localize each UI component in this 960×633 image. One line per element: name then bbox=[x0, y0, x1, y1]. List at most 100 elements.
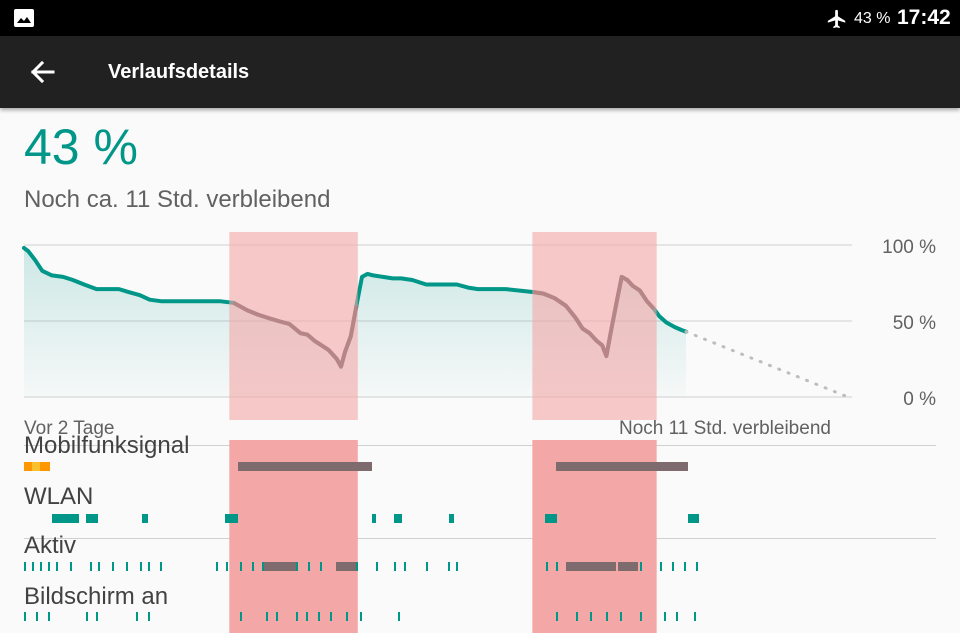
arrow-back-icon[interactable] bbox=[26, 56, 58, 88]
active-bar bbox=[226, 562, 228, 571]
signal-bar bbox=[32, 462, 40, 471]
wlan-bar bbox=[545, 514, 557, 523]
y-tick-label: 0 % bbox=[903, 389, 936, 410]
active-bar bbox=[566, 562, 616, 571]
screen-on-bar bbox=[398, 612, 400, 621]
clock: 17:42 bbox=[897, 6, 951, 29]
x-start-label: Vor 2 Tage bbox=[24, 418, 115, 439]
active-bar bbox=[160, 562, 162, 571]
row-label-screen-on: Bildschirm an bbox=[24, 583, 169, 610]
highlight-band bbox=[532, 232, 657, 420]
signal-bar bbox=[556, 462, 688, 471]
screen-on-bar bbox=[676, 612, 678, 621]
active-bar bbox=[320, 562, 322, 571]
active-bar bbox=[112, 562, 114, 571]
active-bar bbox=[296, 562, 298, 571]
screen-on-bar bbox=[664, 612, 666, 621]
active-bar bbox=[48, 562, 50, 571]
wlan-bar bbox=[225, 514, 238, 523]
screen-on-bar bbox=[266, 612, 268, 621]
active-bar bbox=[546, 562, 548, 571]
screen-on-bar bbox=[240, 612, 242, 621]
screen-on-bar bbox=[96, 612, 98, 621]
active-bar bbox=[90, 562, 92, 571]
active-bar bbox=[356, 562, 358, 571]
active-bar bbox=[456, 562, 458, 571]
row-label-mobile-signal: Mobilfunksignal bbox=[24, 432, 190, 459]
row-label-wlan: WLAN bbox=[24, 483, 94, 510]
y-tick-label: 50 % bbox=[893, 313, 936, 334]
active-bar bbox=[448, 562, 450, 571]
screen-on-bar bbox=[306, 612, 308, 621]
wlan-bar bbox=[688, 514, 699, 523]
active-bar bbox=[264, 562, 296, 571]
active-bar bbox=[40, 562, 42, 571]
active-bar bbox=[140, 562, 142, 571]
active-bar bbox=[696, 562, 698, 571]
screen-on-bar bbox=[330, 612, 332, 621]
active-bar bbox=[126, 562, 128, 571]
usage-timeline bbox=[24, 440, 699, 633]
active-bar bbox=[32, 562, 34, 571]
screen-on-bar bbox=[318, 612, 320, 621]
active-bar bbox=[56, 562, 58, 571]
active-bar bbox=[148, 562, 150, 571]
prediction-line bbox=[684, 330, 850, 399]
active-bar bbox=[216, 562, 218, 571]
screen-on-bar bbox=[576, 612, 578, 621]
screen-on-bar bbox=[136, 612, 138, 621]
wlan-bar bbox=[52, 514, 79, 523]
page-title: Verlaufsdetails bbox=[108, 61, 250, 83]
active-bar bbox=[252, 562, 254, 571]
wlan-bar bbox=[372, 514, 376, 523]
screen-on-bar bbox=[48, 612, 50, 621]
active-bar bbox=[684, 562, 686, 571]
battery-percent-label: 43 % bbox=[854, 10, 891, 27]
highlight-band bbox=[229, 440, 358, 633]
app-bar: Verlaufsdetails bbox=[0, 36, 960, 108]
highlight-band bbox=[229, 232, 358, 420]
active-bar bbox=[376, 562, 378, 571]
active-bar bbox=[98, 562, 100, 571]
time-remaining: Noch ca. 11 Std. verbleibend bbox=[24, 186, 331, 213]
screen-on-bar bbox=[640, 612, 642, 621]
wlan-bar bbox=[394, 514, 402, 523]
screen-on-bar bbox=[606, 612, 608, 621]
image-icon bbox=[14, 9, 34, 27]
active-bar bbox=[556, 562, 558, 571]
signal-bar bbox=[238, 462, 372, 471]
active-bar bbox=[70, 562, 72, 571]
screen-on-bar bbox=[148, 612, 150, 621]
screen-on-bar bbox=[86, 612, 88, 621]
screen-on-bar bbox=[590, 612, 592, 621]
highlight-band bbox=[532, 440, 657, 633]
x-end-label: Noch 11 Std. verbleibend bbox=[619, 418, 831, 439]
active-bar bbox=[308, 562, 310, 571]
wlan-bar bbox=[86, 514, 98, 523]
row-label-active: Aktiv bbox=[24, 532, 77, 559]
active-bar bbox=[672, 562, 674, 571]
battery-history-chart: 100 % 50 % 0 % bbox=[22, 232, 936, 420]
active-bar bbox=[404, 562, 406, 571]
signal-bar bbox=[24, 462, 32, 471]
wlan-bar bbox=[449, 514, 454, 523]
screen-on-bar bbox=[24, 612, 26, 621]
status-bar: 43 % 17:42 bbox=[0, 0, 960, 36]
active-bar bbox=[262, 562, 264, 571]
active-bar bbox=[336, 562, 356, 571]
active-bar bbox=[660, 562, 662, 571]
screen-on-bar bbox=[694, 612, 696, 621]
active-bar bbox=[618, 562, 638, 571]
divider bbox=[24, 445, 936, 446]
active-bar bbox=[394, 562, 396, 571]
screen-on-bar bbox=[346, 612, 348, 621]
active-bar bbox=[24, 562, 26, 571]
active-bar bbox=[640, 562, 642, 571]
screen-on-bar bbox=[276, 612, 278, 621]
battery-percent: 43 % bbox=[24, 119, 138, 175]
signal-bar bbox=[40, 462, 50, 471]
screen-on-bar bbox=[36, 612, 38, 621]
screen-on-bar bbox=[620, 612, 622, 621]
airplane-mode-icon bbox=[827, 9, 846, 29]
active-bar bbox=[426, 562, 428, 571]
